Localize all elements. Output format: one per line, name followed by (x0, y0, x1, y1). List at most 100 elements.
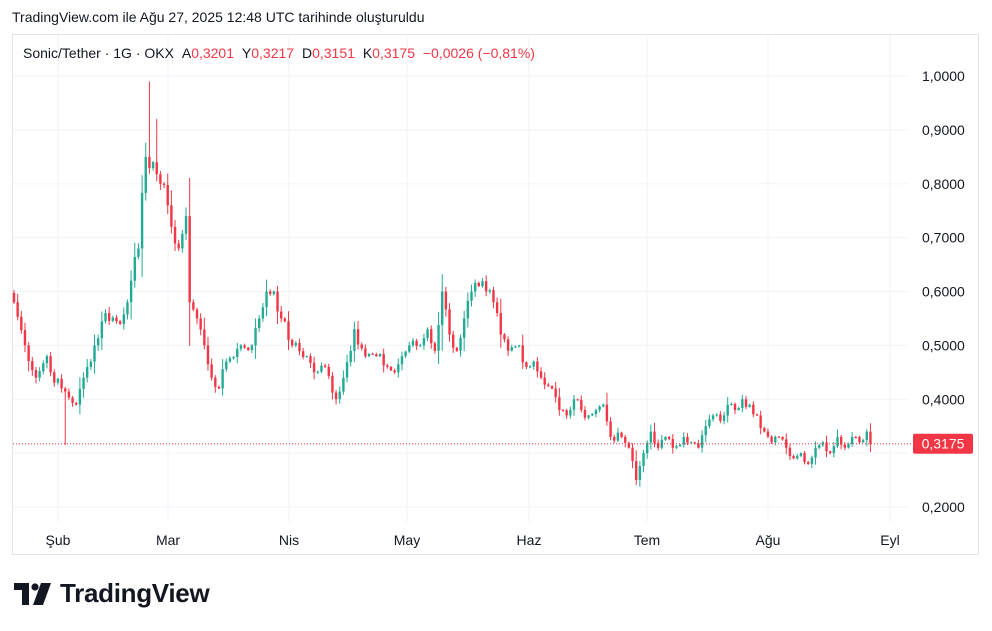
y-tick-label: 0,2000 (922, 499, 965, 515)
candle-body (635, 461, 638, 481)
candle-body (334, 392, 338, 400)
candle-body (60, 378, 63, 389)
candle-body (393, 370, 396, 373)
candle-body (854, 436, 857, 438)
candle-body (473, 282, 477, 292)
candle-body (42, 363, 45, 372)
x-tick-label: Tem (634, 532, 660, 548)
candle-body (492, 290, 495, 303)
candle-body (528, 366, 532, 368)
candle-body (93, 345, 96, 362)
x-tick-label: Şub (46, 532, 71, 548)
chart-frame[interactable] (12, 34, 979, 555)
candle-body (572, 399, 576, 410)
candle-body (796, 455, 799, 459)
candle-body (602, 404, 605, 407)
price-badge-label: 0,3175 (922, 436, 965, 452)
grid-layer (13, 35, 908, 522)
candle-body (711, 415, 715, 420)
candle-body (360, 344, 363, 349)
candle-body (397, 364, 400, 373)
candle-body (118, 321, 122, 324)
candle-layer (12, 81, 912, 487)
candle-body (591, 414, 594, 416)
candle-body (389, 366, 393, 371)
candle-body (312, 362, 316, 373)
candle-body (807, 462, 810, 464)
candle-body (367, 353, 371, 357)
candle-body (678, 444, 682, 447)
candle-body (20, 316, 23, 331)
candle-body (294, 342, 298, 346)
candle-body (781, 436, 784, 440)
candle-body (708, 419, 711, 427)
candle-body (27, 345, 30, 362)
candle-body (649, 431, 653, 443)
candle-body (642, 453, 645, 466)
candle-body (517, 345, 521, 347)
symbol-label[interactable]: Sonic/Tether · 1G · OKX (23, 45, 174, 61)
candle-body (82, 377, 85, 389)
candle-body (192, 302, 195, 310)
candle-body (16, 302, 19, 317)
candle-body (719, 414, 722, 421)
candle-body (415, 340, 418, 347)
candle-body (686, 436, 689, 443)
candle-body (759, 415, 762, 429)
x-tick-label: Ağu (756, 532, 781, 548)
candle-body (261, 307, 265, 319)
candle-body (115, 317, 118, 322)
candle-body (254, 328, 257, 346)
candle-body (488, 290, 491, 292)
candle-body (803, 453, 806, 463)
close-value: 0,3175 (372, 45, 415, 61)
candle-body (122, 314, 125, 324)
candle-body (484, 281, 488, 292)
candle-body (331, 375, 334, 393)
y-tick-label: 0,8000 (922, 176, 965, 192)
candle-body (638, 465, 642, 481)
candle-body (869, 431, 872, 444)
candle-body (558, 397, 561, 411)
candle-body (818, 445, 821, 448)
candle-body (327, 366, 330, 376)
candle-body (715, 414, 718, 416)
candle-body (67, 391, 71, 398)
candle-body (730, 403, 733, 405)
candle-body (481, 281, 484, 287)
candle-body (323, 365, 327, 367)
candle-body (272, 291, 276, 294)
x-tick-label: Eyl (880, 532, 899, 548)
candle-body (206, 345, 210, 365)
candle-body (850, 436, 854, 445)
candle-body (609, 421, 612, 437)
price-badge (913, 433, 973, 454)
candle-body (144, 156, 147, 193)
y-tick-label: 0,4000 (922, 391, 965, 407)
low-label: D (301, 45, 313, 61)
candle-body (499, 313, 502, 335)
candle-body (188, 216, 191, 303)
candle-body (371, 353, 374, 355)
ohlc-legend: Sonic/Tether · 1G · OKX A0,3201 Y0,3217 … (23, 45, 535, 61)
candle-body (159, 174, 162, 184)
candle-body (865, 431, 868, 441)
candle-body (598, 406, 601, 411)
candle-body (100, 321, 104, 339)
candle-body (543, 377, 546, 385)
candle-body (269, 291, 272, 294)
candle-body (539, 371, 543, 378)
candle-body (151, 162, 155, 169)
brand-footer[interactable]: TradingView (14, 578, 210, 609)
candle-body (774, 436, 777, 443)
candle-body (195, 309, 199, 319)
open-value: 0,3201 (191, 45, 235, 61)
candle-body (861, 440, 865, 443)
candle-body (785, 439, 788, 448)
candle-body (228, 358, 232, 362)
candle-body (89, 361, 93, 367)
candle-body (664, 436, 667, 440)
candle-body (250, 345, 254, 351)
candle-body (693, 442, 696, 444)
